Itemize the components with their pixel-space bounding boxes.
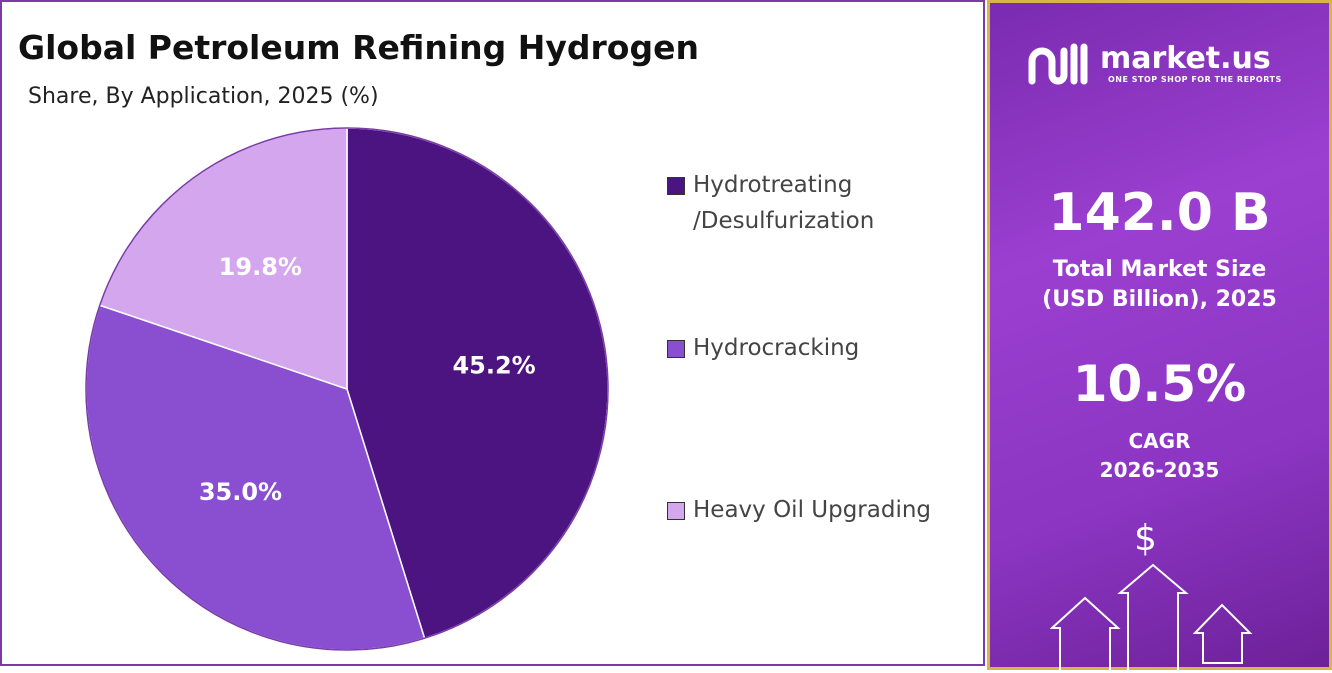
cagr-label: CAGR 2026-2035 bbox=[1099, 429, 1220, 482]
brand-logo bbox=[1028, 43, 1088, 85]
legend-item: Hydrotreating /Desulfurization bbox=[667, 167, 874, 239]
legend-label: Hydrocracking bbox=[693, 335, 860, 361]
chart-panel: Global Petroleum Refining Hydrogen Share… bbox=[0, 0, 985, 666]
chart-subtitle: Share, By Application, 2025 (%) bbox=[28, 84, 379, 109]
market-size: 142.0 B bbox=[1048, 183, 1271, 243]
legend-label: Hydrotreating /Desulfurization bbox=[693, 172, 875, 234]
data-label: 35.0% bbox=[199, 478, 282, 506]
pie-outline bbox=[85, 127, 609, 651]
cagr: 10.5% bbox=[1072, 355, 1247, 413]
dollar-icon: $ bbox=[1134, 518, 1157, 559]
data-label: 19.8% bbox=[219, 253, 302, 281]
side-panel: market.us ONE STOP SHOP FOR THE REPORTS … bbox=[987, 0, 1332, 673]
market-size-label: Total Market Size (USD Billion), 2025 bbox=[1042, 257, 1277, 312]
legend-swatch bbox=[667, 340, 685, 358]
chart-title: Global Petroleum Refining Hydrogen bbox=[18, 28, 699, 67]
legend-label: Heavy Oil Upgrading bbox=[693, 497, 932, 523]
brand-tagline: ONE STOP SHOP FOR THE REPORTS bbox=[1108, 75, 1282, 84]
legend-swatch bbox=[667, 502, 685, 520]
brand-name: market.us bbox=[1100, 41, 1271, 76]
legend-item: Hydrocracking bbox=[667, 330, 859, 366]
arrows-decoration bbox=[1050, 563, 1253, 673]
legend-item: Heavy Oil Upgrading bbox=[667, 492, 931, 528]
legend-swatch bbox=[667, 177, 685, 195]
data-label: 45.2% bbox=[452, 352, 535, 380]
pie-chart: 45.2% 35.0% 19.8% bbox=[85, 127, 609, 651]
